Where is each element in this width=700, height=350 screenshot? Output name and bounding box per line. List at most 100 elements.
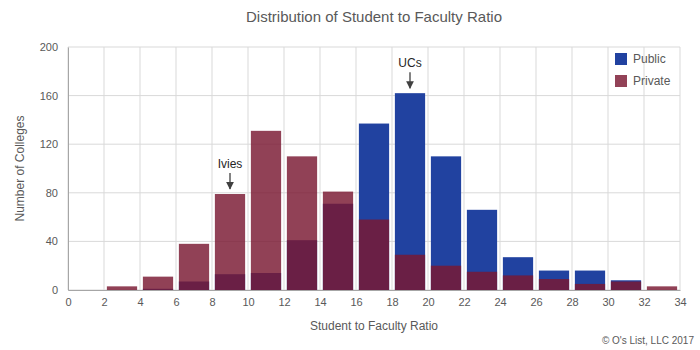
bar <box>467 272 497 290</box>
bar <box>323 192 353 290</box>
bar <box>359 124 389 290</box>
grid-line <box>356 47 357 290</box>
tick-label: 2 <box>101 296 107 308</box>
tick-label: 32 <box>638 296 650 308</box>
grid-line <box>284 47 285 290</box>
annotation: Ivies <box>218 157 243 171</box>
tick-label: 12 <box>278 296 290 308</box>
tick: 80 <box>46 187 68 199</box>
bar <box>647 286 677 290</box>
tick: 32 <box>638 290 650 308</box>
y-axis: 0 40 80 120 160 200 <box>40 41 69 296</box>
tick: 22 <box>458 290 470 308</box>
tick: 16 <box>350 290 362 308</box>
tick-label: 20 <box>422 296 434 308</box>
grid-line <box>176 47 177 290</box>
tick-label: 14 <box>314 296 326 308</box>
tick: 0 <box>65 290 71 308</box>
legend: Public Private <box>615 52 671 88</box>
bar <box>107 286 137 290</box>
tick: 10 <box>242 290 254 308</box>
grid-line <box>68 95 680 96</box>
annotation-arrow <box>409 72 410 88</box>
grid-line <box>500 47 501 290</box>
tick: 30 <box>602 290 614 308</box>
tick: 2 <box>101 290 107 308</box>
tick: 160 <box>40 90 68 102</box>
plot-area: 0246810121416182022242628303234040801201… <box>40 41 687 308</box>
grid-line <box>320 47 321 290</box>
bars <box>107 93 677 290</box>
annotations: Ivies UCs <box>218 56 422 189</box>
tick-label: 4 <box>137 296 143 308</box>
bar <box>503 257 533 290</box>
legend-swatch <box>615 75 627 87</box>
tick-label: 26 <box>530 296 542 308</box>
tick-label: 0 <box>52 284 58 296</box>
chart: 0246810121416182022242628303234040801201… <box>0 0 700 350</box>
bar <box>503 275 533 290</box>
annotation-arrow <box>229 173 230 189</box>
tick-label: 120 <box>40 138 58 150</box>
x-axis-title: Student to Faculty Ratio <box>310 319 438 333</box>
tick-label: 30 <box>602 296 614 308</box>
tick-label: 80 <box>46 187 58 199</box>
grid-line <box>248 47 249 290</box>
axis-line <box>68 48 69 291</box>
bar <box>611 280 641 290</box>
tick-label: 24 <box>494 296 506 308</box>
bar <box>395 255 425 290</box>
legend-label: Public <box>633 52 666 66</box>
bar <box>539 271 569 290</box>
bar <box>575 271 605 290</box>
bar <box>179 244 209 290</box>
tick: 40 <box>46 235 68 247</box>
bar <box>287 156 317 290</box>
axis-line <box>69 290 681 291</box>
tick: 18 <box>386 290 398 308</box>
bar <box>215 194 245 290</box>
legend-swatch <box>615 53 627 65</box>
tick: 28 <box>566 290 578 308</box>
tick: 200 <box>40 41 68 53</box>
grid-line <box>392 47 393 290</box>
grid <box>68 47 680 290</box>
tick: 8 <box>209 290 215 308</box>
bar <box>575 284 605 290</box>
grid-line <box>608 47 609 290</box>
tick: 120 <box>40 138 68 150</box>
series-1 <box>107 131 677 290</box>
annotation: UCs <box>398 56 421 70</box>
bar <box>431 266 461 290</box>
title: Distribution of Student to Faculty Ratio <box>246 8 502 25</box>
tick: 34 <box>674 290 686 308</box>
bar <box>143 277 173 290</box>
tick-label: 200 <box>40 41 58 53</box>
grid-line <box>140 47 141 290</box>
tick-label: 34 <box>674 296 686 308</box>
tick-label: 28 <box>566 296 578 308</box>
legend-label: Private <box>633 74 671 88</box>
x-axis: 0246810121416182022242628303234 <box>65 290 686 308</box>
tick-label: 18 <box>386 296 398 308</box>
tick: 20 <box>422 290 434 308</box>
grid-line <box>68 47 69 290</box>
tick: 6 <box>173 290 179 308</box>
tick-label: 16 <box>350 296 362 308</box>
footnote: © O's List, LLC 2017 <box>602 335 695 346</box>
grid-line <box>104 47 105 290</box>
tick-label: 6 <box>173 296 179 308</box>
grid-line <box>680 47 681 290</box>
series-0 <box>143 93 641 290</box>
tick: 0 <box>52 284 68 296</box>
grid-line <box>572 47 573 290</box>
tick-label: 10 <box>242 296 254 308</box>
tick: 26 <box>530 290 542 308</box>
tick-label: 160 <box>40 90 58 102</box>
tick-label: 40 <box>46 235 58 247</box>
grid-line <box>428 47 429 290</box>
tick-label: 0 <box>65 296 71 308</box>
tick: 24 <box>494 290 506 308</box>
y-axis-title: Number of Colleges <box>13 115 27 221</box>
bar <box>539 279 569 290</box>
